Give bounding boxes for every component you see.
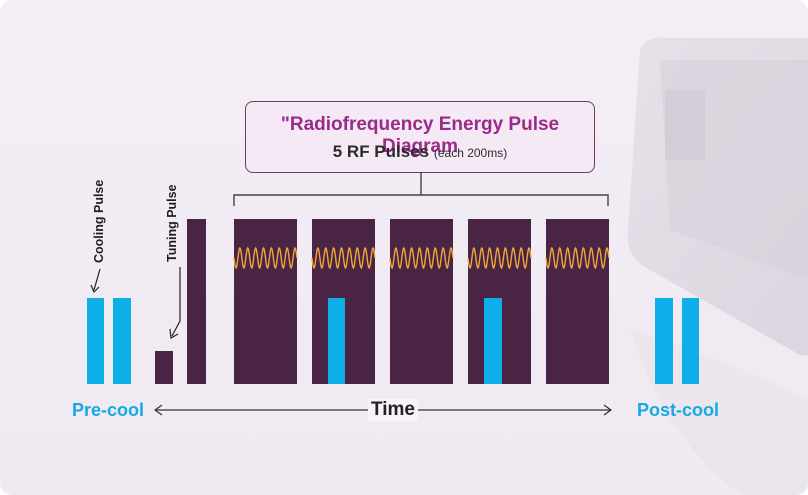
tuning-pulse-tall xyxy=(187,219,206,384)
diagram-subtitle: 5 RF Pulses (each 200ms) xyxy=(246,142,594,162)
rf-cooling-bar-2 xyxy=(328,298,345,384)
tuning-pulse-arrow xyxy=(169,267,181,339)
precool-bar-1 xyxy=(87,298,104,384)
time-label: Time xyxy=(368,399,419,421)
device-illustration xyxy=(627,37,808,495)
rf-pulse-5 xyxy=(546,219,609,384)
rf-wave-4 xyxy=(467,246,532,270)
postcool-label: Post-cool xyxy=(637,400,720,420)
diagram-title: "Radiofrequency Energy Pulse Diagram xyxy=(280,114,560,157)
subtitle-note: (each 200ms) xyxy=(433,146,508,160)
diagram-callout: "Radiofrequency Energy Pulse Diagram 5 R… xyxy=(245,101,595,173)
subtitle-main: 5 RF Pulses xyxy=(332,142,430,161)
postcool-bar-1 xyxy=(655,298,673,384)
rf-pulse-1 xyxy=(234,219,297,384)
precool-bar-2 xyxy=(113,298,131,384)
postcool-bar-2 xyxy=(682,298,699,384)
tuning-pulse-short xyxy=(155,351,173,384)
rf-wave-3 xyxy=(389,246,454,270)
rf-wave-1 xyxy=(233,246,298,270)
rf-bracket xyxy=(233,172,609,206)
rf-wave-5 xyxy=(545,246,610,270)
precool-label: Pre-cool xyxy=(72,400,145,420)
rf-cooling-bar-4 xyxy=(484,298,502,384)
rf-wave-2 xyxy=(311,246,376,270)
rf-pulse-3 xyxy=(390,219,453,384)
cooling-pulse-arrow xyxy=(90,268,101,294)
